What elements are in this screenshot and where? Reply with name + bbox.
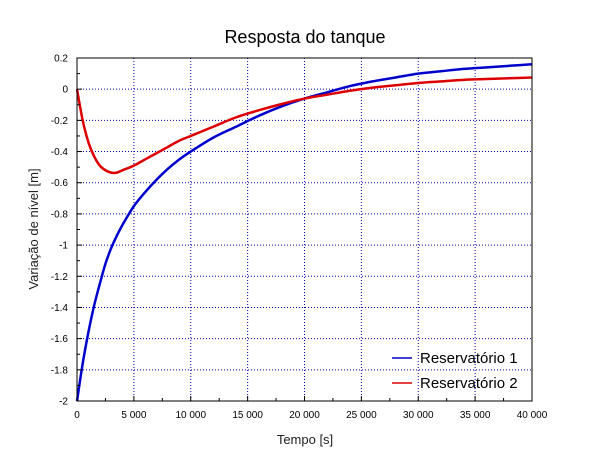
x-tick-label: 0 <box>74 410 80 421</box>
x-tick-label: 25 000 <box>346 410 377 421</box>
chart-title: Resposta do tanque <box>224 27 385 47</box>
x-tick-label: 5 000 <box>121 410 146 421</box>
y-tick-label: -0.8 <box>51 209 69 220</box>
legend-label-1: Reservatório 1 <box>420 350 518 367</box>
y-tick-label: -2 <box>59 397 68 408</box>
y-tick-label: 0 <box>62 85 68 96</box>
series-line-1 <box>75 62 533 402</box>
y-tick-label: -1.6 <box>51 334 69 345</box>
legend-label-2: Reservatório 2 <box>420 375 518 392</box>
y-tick-label: -0.2 <box>51 116 69 127</box>
series-layer <box>75 62 533 402</box>
x-tick-label: 15 000 <box>232 410 263 421</box>
y-tick-label: -1.2 <box>51 272 69 283</box>
x-tick-label: 20 000 <box>289 410 320 421</box>
x-tick-label: 30 000 <box>403 410 434 421</box>
y-axis-label: Variação de nível [m] <box>26 168 41 289</box>
y-tick-label: -1.8 <box>51 365 69 376</box>
x-tick-label: 40 000 <box>517 410 548 421</box>
y-tick-label: -1.4 <box>51 303 69 314</box>
series-line-2 <box>75 76 533 175</box>
tick-layer: 0 5 000 10 000 15 000 20 000 25 000 30 000 35 0… <box>51 54 548 422</box>
legend: Reservatório 1 Reservatório 2 <box>392 350 518 392</box>
x-tick-label: 35 000 <box>460 410 491 421</box>
x-axis-label: Tempo [s] <box>277 432 333 447</box>
y-tick-label: -0.6 <box>51 178 69 189</box>
y-tick-label: -1 <box>59 241 68 252</box>
y-tick-label: -0.4 <box>51 147 69 158</box>
x-tick-label: 10 000 <box>175 410 206 421</box>
y-tick-label: 0.2 <box>54 54 68 65</box>
